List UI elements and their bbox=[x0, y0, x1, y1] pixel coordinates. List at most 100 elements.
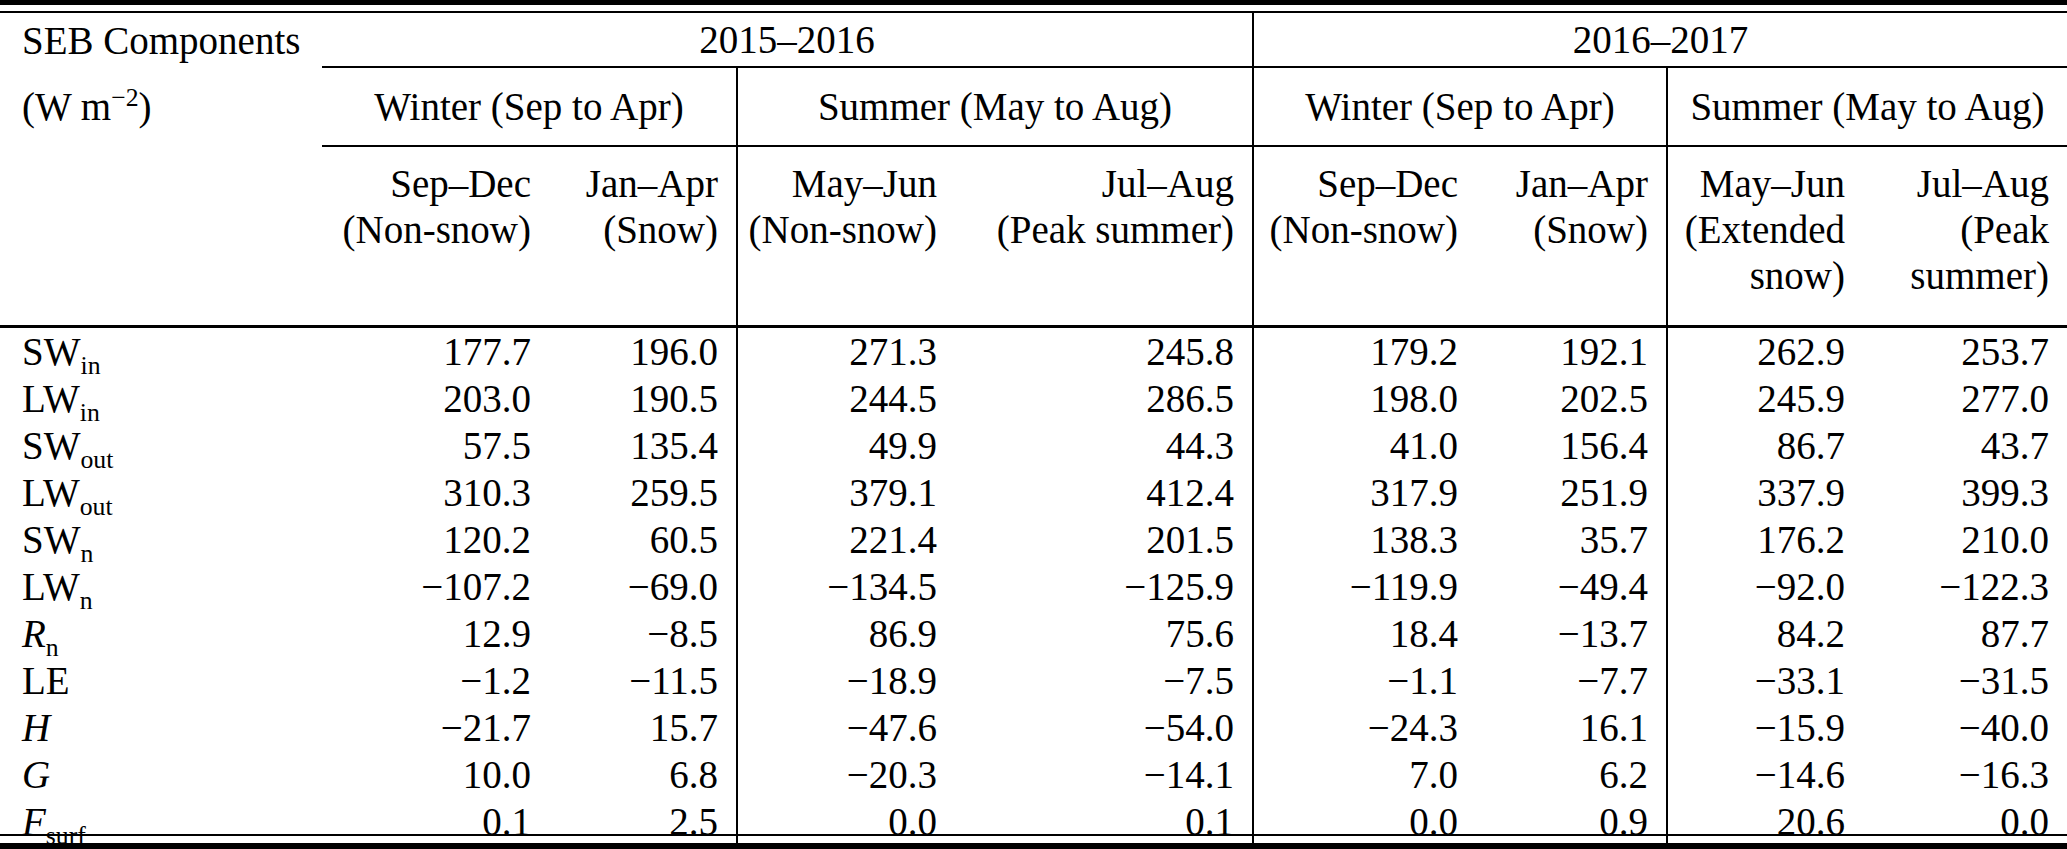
value-cell: 245.9 bbox=[1667, 375, 1863, 422]
value-cell: 271.3 bbox=[737, 327, 955, 376]
value-cell: 6.2 bbox=[1476, 751, 1667, 798]
value-cell: −92.0 bbox=[1667, 563, 1863, 610]
units-suffix: ) bbox=[139, 85, 152, 128]
table-row: Fsurf 0.1 2.5 0.0 0.1 0.0 0.9 20.6 0.0 bbox=[0, 798, 2067, 845]
year-header-2015-2016: 2015–2016 bbox=[322, 13, 1253, 67]
value-cell: 75.6 bbox=[955, 610, 1253, 657]
season-header-summer-2015: Summer (May to Aug) bbox=[737, 67, 1253, 146]
value-cell: −47.6 bbox=[737, 704, 955, 751]
value-cell: 86.9 bbox=[737, 610, 955, 657]
row-label: LE bbox=[0, 657, 322, 704]
value-cell: −15.9 bbox=[1667, 704, 1863, 751]
value-cell: −18.9 bbox=[737, 657, 955, 704]
value-cell: 0.1 bbox=[322, 798, 549, 845]
row-label: LWin bbox=[0, 375, 322, 422]
subcolumn-header: May–Jun (Extended snow) bbox=[1667, 146, 1863, 327]
value-cell: 262.9 bbox=[1667, 327, 1863, 376]
season-header-row: (W m−2) Winter (Sep to Apr) Summer (May … bbox=[0, 67, 2067, 146]
value-cell: −11.5 bbox=[549, 657, 737, 704]
value-cell: 210.0 bbox=[1863, 516, 2067, 563]
table-bottom-rule-thin bbox=[0, 834, 2067, 836]
value-cell: −21.7 bbox=[322, 704, 549, 751]
row-label: SWn bbox=[0, 516, 322, 563]
value-cell: 412.4 bbox=[955, 469, 1253, 516]
table-bottom-rule-thick bbox=[0, 843, 2067, 849]
value-cell: 84.2 bbox=[1667, 610, 1863, 657]
value-cell: −1.2 bbox=[322, 657, 549, 704]
value-cell: 86.7 bbox=[1667, 422, 1863, 469]
value-cell: −7.7 bbox=[1476, 657, 1667, 704]
value-cell: −24.3 bbox=[1253, 704, 1476, 751]
table-row: LWn −107.2 −69.0 −134.5 −125.9 −119.9 −4… bbox=[0, 563, 2067, 610]
value-cell: 317.9 bbox=[1253, 469, 1476, 516]
corner-title: SEB Components bbox=[0, 13, 322, 67]
seb-components-table: SEB Components 2015–2016 2016–2017 (W m−… bbox=[0, 13, 2067, 845]
value-cell: −40.0 bbox=[1863, 704, 2067, 751]
value-cell: 15.7 bbox=[549, 704, 737, 751]
table-row: Rn 12.9 −8.5 86.9 75.6 18.4 −13.7 84.2 8… bbox=[0, 610, 2067, 657]
value-cell: −125.9 bbox=[955, 563, 1253, 610]
seb-components-table-page: SEB Components 2015–2016 2016–2017 (W m−… bbox=[0, 0, 2067, 849]
subcolumn-header: Sep–Dec (Non-snow) bbox=[1253, 146, 1476, 327]
value-cell: −14.6 bbox=[1667, 751, 1863, 798]
row-label: LWn bbox=[0, 563, 322, 610]
subcolumn-header: Jan–Apr (Snow) bbox=[1476, 146, 1667, 327]
value-cell: −122.3 bbox=[1863, 563, 2067, 610]
value-cell: 87.7 bbox=[1863, 610, 2067, 657]
value-cell: 310.3 bbox=[322, 469, 549, 516]
table-body: SWin 177.7 196.0 271.3 245.8 179.2 192.1… bbox=[0, 327, 2067, 846]
table-top-rule-thick bbox=[0, 0, 2067, 5]
value-cell: 337.9 bbox=[1667, 469, 1863, 516]
value-cell: 0.9 bbox=[1476, 798, 1667, 845]
value-cell: 20.6 bbox=[1667, 798, 1863, 845]
subcolumn-header: May–Jun (Non-snow) bbox=[737, 146, 955, 327]
value-cell: 179.2 bbox=[1253, 327, 1476, 376]
subcolumn-header: Jul–Aug (Peak summer) bbox=[955, 146, 1253, 327]
value-cell: −107.2 bbox=[322, 563, 549, 610]
value-cell: 12.9 bbox=[322, 610, 549, 657]
value-cell: 0.0 bbox=[737, 798, 955, 845]
value-cell: 18.4 bbox=[1253, 610, 1476, 657]
value-cell: 277.0 bbox=[1863, 375, 2067, 422]
value-cell: −14.1 bbox=[955, 751, 1253, 798]
value-cell: 0.0 bbox=[1253, 798, 1476, 845]
value-cell: −20.3 bbox=[737, 751, 955, 798]
value-cell: 60.5 bbox=[549, 516, 737, 563]
value-cell: 203.0 bbox=[322, 375, 549, 422]
value-cell: −119.9 bbox=[1253, 563, 1476, 610]
value-cell: 138.3 bbox=[1253, 516, 1476, 563]
corner-title-text: SEB Components bbox=[22, 19, 300, 62]
value-cell: 10.0 bbox=[322, 751, 549, 798]
value-cell: −16.3 bbox=[1863, 751, 2067, 798]
value-cell: −134.5 bbox=[737, 563, 955, 610]
season-header-winter-2015: Winter (Sep to Apr) bbox=[322, 67, 737, 146]
table-row: LWout 310.3 259.5 379.1 412.4 317.9 251.… bbox=[0, 469, 2067, 516]
corner-units: (W m−2) bbox=[0, 67, 322, 146]
value-cell: 177.7 bbox=[322, 327, 549, 376]
value-cell: 41.0 bbox=[1253, 422, 1476, 469]
subcolumn-header: Jan–Apr (Snow) bbox=[549, 146, 737, 327]
row-label: Rn bbox=[0, 610, 322, 657]
value-cell: 43.7 bbox=[1863, 422, 2067, 469]
value-cell: −13.7 bbox=[1476, 610, 1667, 657]
table-row: LE −1.2 −11.5 −18.9 −7.5 −1.1 −7.7 −33.1… bbox=[0, 657, 2067, 704]
value-cell: 201.5 bbox=[955, 516, 1253, 563]
value-cell: 16.1 bbox=[1476, 704, 1667, 751]
value-cell: 244.5 bbox=[737, 375, 955, 422]
value-cell: 0.0 bbox=[1863, 798, 2067, 845]
value-cell: 259.5 bbox=[549, 469, 737, 516]
row-label: SWout bbox=[0, 422, 322, 469]
value-cell: 135.4 bbox=[549, 422, 737, 469]
subcolumn-header: Jul–Aug (Peak summer) bbox=[1863, 146, 2067, 327]
value-cell: 253.7 bbox=[1863, 327, 2067, 376]
value-cell: 196.0 bbox=[549, 327, 737, 376]
value-cell: 245.8 bbox=[955, 327, 1253, 376]
value-cell: 202.5 bbox=[1476, 375, 1667, 422]
row-label: G bbox=[0, 751, 322, 798]
subcolumn-header-row: Sep–Dec (Non-snow) Jan–Apr (Snow) May–Ju… bbox=[0, 146, 2067, 327]
value-cell: 35.7 bbox=[1476, 516, 1667, 563]
value-cell: 57.5 bbox=[322, 422, 549, 469]
year-header-2016-2017: 2016–2017 bbox=[1253, 13, 2067, 67]
value-cell: 2.5 bbox=[549, 798, 737, 845]
season-header-summer-2016: Summer (May to Aug) bbox=[1667, 67, 2067, 146]
